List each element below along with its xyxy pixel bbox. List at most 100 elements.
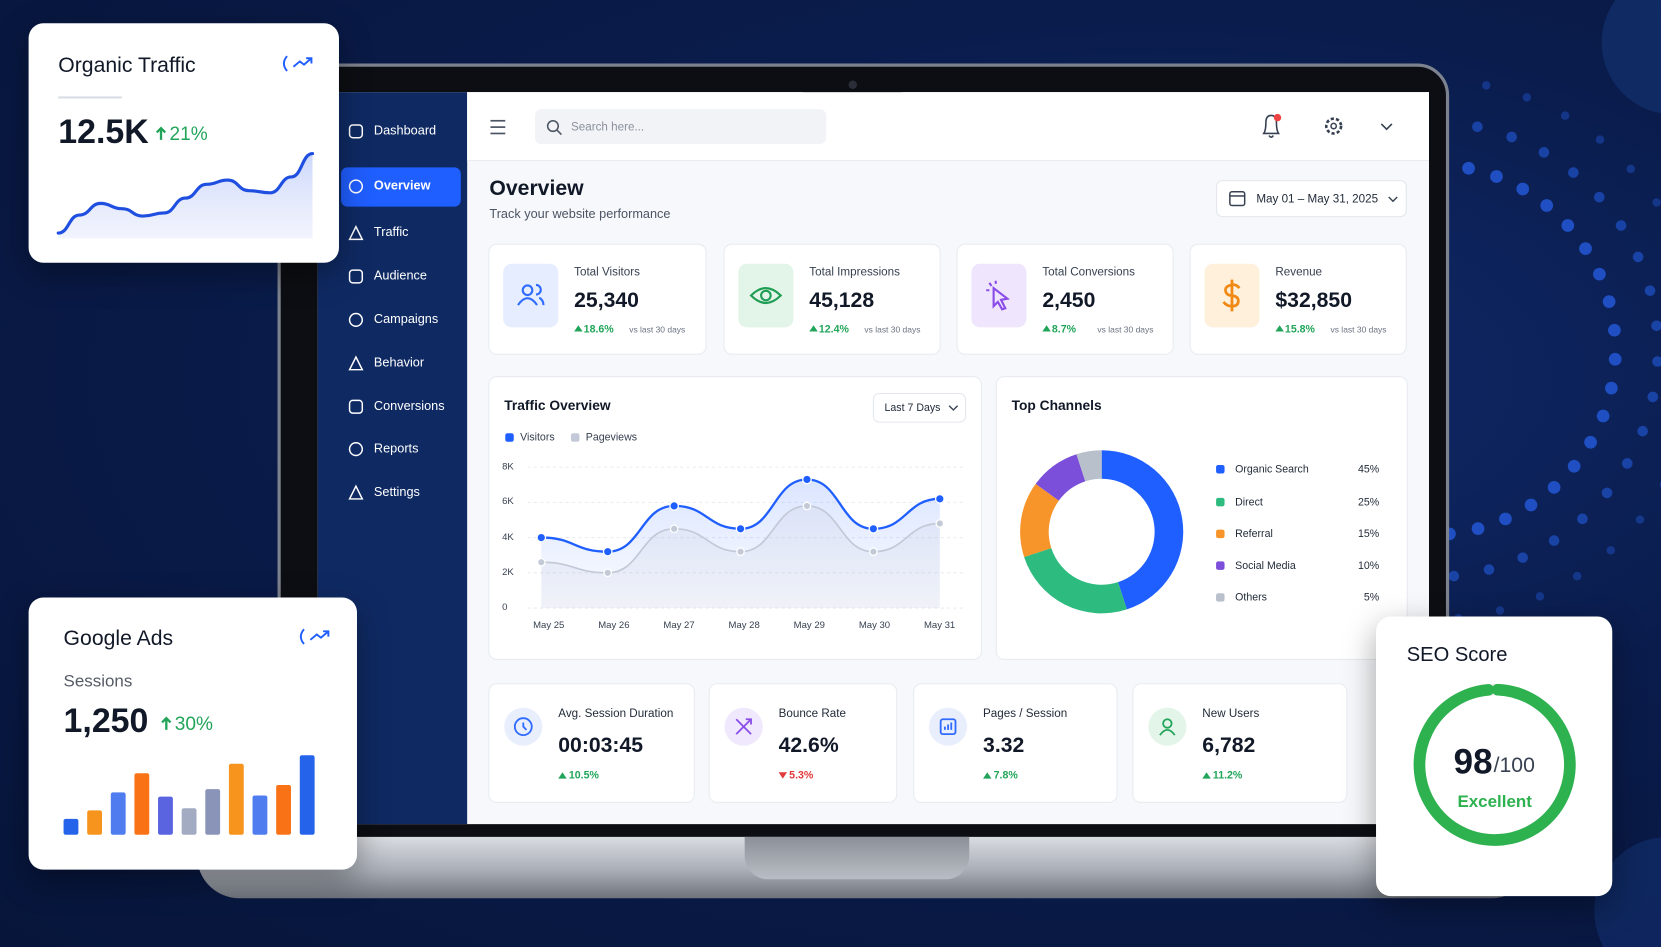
x-tick-label: May 30 bbox=[858, 619, 891, 631]
x-tick-label: May 29 bbox=[793, 619, 825, 631]
card-value: 12.5K bbox=[58, 112, 149, 151]
bg-dot bbox=[1462, 161, 1475, 175]
search-placeholder: Search here... bbox=[570, 120, 645, 134]
seo-score-value: 98 bbox=[1453, 741, 1493, 781]
bg-dot bbox=[1516, 182, 1530, 196]
x-tick-label: May 31 bbox=[923, 619, 956, 631]
y-tick-label: 0 bbox=[502, 601, 508, 613]
bg-dot bbox=[1608, 352, 1622, 366]
bg-dot bbox=[1535, 592, 1545, 601]
sidebar-item[interactable]: Reports bbox=[373, 440, 419, 456]
metric-change: 7.8% bbox=[993, 769, 1018, 782]
bg-dot bbox=[1495, 606, 1505, 615]
metric-label: New Users bbox=[1202, 707, 1260, 721]
x-tick-label: May 28 bbox=[728, 619, 760, 631]
metric-value: 42.6% bbox=[778, 734, 839, 758]
kpi-comparison: vs last 30 days bbox=[1097, 324, 1154, 335]
metric-value: 00:03:45 bbox=[558, 734, 644, 758]
seo-score-max: /100 bbox=[1493, 754, 1535, 778]
metric-change: 11.2% bbox=[1212, 769, 1243, 782]
kpi-icon-box bbox=[971, 263, 1027, 328]
legend-label: Social Media bbox=[1235, 559, 1296, 572]
search-box[interactable] bbox=[534, 109, 827, 145]
legend-label: Visitors bbox=[520, 431, 555, 444]
legend-label: Organic Search bbox=[1235, 463, 1309, 476]
metric-change: 10.5% bbox=[568, 769, 599, 782]
legend-label: Referral bbox=[1235, 528, 1273, 540]
card-title: SEO Score bbox=[1406, 643, 1508, 666]
camera bbox=[848, 80, 857, 89]
sidebar-item[interactable]: Campaigns bbox=[373, 311, 439, 327]
kpi-label: Total Impressions bbox=[809, 265, 900, 279]
sidebar-item[interactable]: Audience bbox=[373, 268, 427, 284]
x-tick-label: May 25 bbox=[533, 619, 565, 631]
metric-value: 3.32 bbox=[983, 734, 1025, 758]
bg-dot bbox=[1561, 219, 1575, 232]
sidebar-item[interactable]: Overview bbox=[373, 178, 431, 193]
card-title: Organic Traffic bbox=[58, 54, 196, 78]
kpi-change: 12.4% bbox=[818, 323, 849, 336]
bg-dot bbox=[1601, 487, 1613, 499]
kpi-label: Total Visitors bbox=[574, 265, 640, 279]
y-tick-label: 2K bbox=[502, 566, 514, 578]
kpi-value: 45,128 bbox=[809, 289, 875, 313]
card-title: Google Ads bbox=[63, 627, 174, 651]
sidebar-item[interactable]: Settings bbox=[373, 484, 420, 500]
bg-dot bbox=[1647, 391, 1659, 403]
bg-dot bbox=[1481, 81, 1491, 90]
bg-dot bbox=[1602, 295, 1616, 308]
card-change: 30% bbox=[174, 713, 213, 735]
range-label[interactable]: Last 7 Days bbox=[884, 402, 941, 414]
kpi-icon-box bbox=[1204, 263, 1260, 328]
kpi-comparison: vs last 30 days bbox=[629, 324, 686, 335]
metric-label: Avg. Session Duration bbox=[558, 707, 674, 721]
bg-dot bbox=[1595, 135, 1605, 144]
x-tick-label: May 27 bbox=[663, 619, 695, 631]
sidebar-item[interactable]: Conversions bbox=[373, 398, 445, 414]
page-subtitle: Track your website performance bbox=[489, 206, 671, 222]
kpi-value: 2,450 bbox=[1042, 289, 1096, 313]
kpi-comparison: vs last 30 days bbox=[864, 324, 921, 335]
bg-dot bbox=[1632, 251, 1644, 263]
metric-icon-circle bbox=[929, 707, 968, 746]
bg-dot bbox=[1593, 267, 1606, 281]
bg-dot bbox=[1579, 242, 1592, 255]
bg-dot bbox=[1540, 199, 1554, 212]
legend-value: 25% bbox=[1358, 496, 1380, 508]
bg-dot bbox=[1651, 320, 1661, 332]
bg-dot bbox=[1448, 570, 1460, 582]
kpi-value: 25,340 bbox=[574, 289, 639, 313]
date-button[interactable] bbox=[1216, 180, 1407, 218]
card-value: 1,250 bbox=[63, 701, 149, 740]
sidebar-item[interactable]: Dashboard bbox=[373, 123, 437, 138]
bg-dot bbox=[1605, 381, 1618, 395]
bg-dot bbox=[1644, 285, 1656, 296]
bg-dot bbox=[1652, 198, 1661, 207]
card-title: Top Channels bbox=[1011, 396, 1102, 413]
sidebar-item[interactable]: Traffic bbox=[373, 224, 409, 240]
y-tick-label: 4K bbox=[502, 531, 514, 542]
kpi-change: 18.6% bbox=[583, 323, 614, 336]
y-tick-label: 8K bbox=[502, 460, 514, 472]
card-label: Sessions bbox=[63, 672, 133, 691]
metric-label: Bounce Rate bbox=[778, 707, 846, 721]
bg-dot bbox=[1572, 571, 1582, 581]
x-tick-label: May 26 bbox=[598, 619, 630, 631]
sidebar-item[interactable]: Behavior bbox=[373, 355, 425, 370]
legend-label: Others bbox=[1235, 591, 1267, 604]
bg-dot bbox=[1621, 458, 1633, 469]
bg-dot bbox=[1596, 409, 1610, 423]
metric-label: Pages / Session bbox=[983, 707, 1068, 721]
bg-dot bbox=[1506, 131, 1517, 143]
legend-label: Direct bbox=[1235, 496, 1263, 508]
bg-dot bbox=[1577, 513, 1588, 525]
seo-rating: Excellent bbox=[1457, 792, 1532, 811]
bg-dot bbox=[1652, 356, 1661, 367]
metric-icon-circle bbox=[504, 707, 543, 746]
bg-dot bbox=[1635, 515, 1645, 524]
divider bbox=[58, 96, 122, 99]
legend-value: 45% bbox=[1358, 463, 1380, 476]
kpi-label: Revenue bbox=[1275, 265, 1323, 279]
